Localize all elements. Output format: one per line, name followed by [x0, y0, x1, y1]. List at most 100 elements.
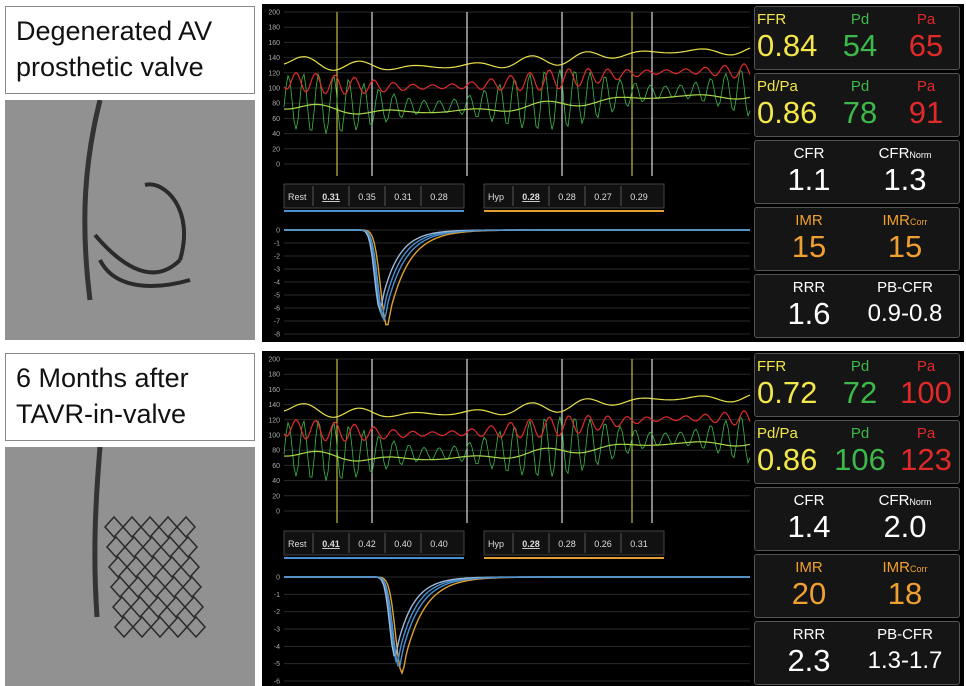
metric-name: Pd	[851, 425, 869, 442]
metric-box: FFR0.84Pd54Pa65	[754, 6, 960, 70]
y-tick-label: 120	[268, 70, 280, 77]
y-tick-label: 40	[272, 478, 280, 485]
metric-value: 2.3	[759, 643, 859, 679]
monitor-bg	[262, 351, 752, 686]
table-value: 0.28	[558, 539, 576, 549]
metric-name: Pa	[917, 425, 935, 442]
y-tick-label: -3	[274, 267, 280, 274]
metric-value: 1.1	[759, 162, 859, 198]
y-tick-label: 60	[272, 116, 280, 123]
metric: Pd78	[827, 78, 893, 131]
metric-value: 65	[893, 28, 959, 64]
y-tick-label: 180	[268, 372, 280, 379]
metric-sub: Norm	[909, 150, 931, 160]
metric-value: 15	[759, 229, 859, 265]
table-label: Hyp	[488, 192, 504, 202]
metric-value: 18	[855, 576, 955, 612]
metric-box: CFR1.1CFRNorm1.3	[754, 140, 960, 204]
metric-value: 0.86	[757, 95, 823, 131]
label-line: TAVR-in-valve	[16, 396, 244, 432]
y-tick-label: -4	[274, 644, 280, 651]
metric-name: Pa	[917, 358, 935, 375]
y-tick-label: -6	[274, 679, 280, 686]
y-tick-label: 40	[272, 131, 280, 138]
metric-name: Pd/Pa	[757, 78, 798, 95]
label-line: prosthetic valve	[16, 49, 244, 85]
metric-sub: Corr	[910, 217, 928, 227]
metric-label: CFR	[759, 145, 859, 162]
metric-sub: Corr	[910, 564, 928, 574]
panel-label: 6 Months afterTAVR-in-valve	[5, 353, 255, 441]
metric-name: Pd	[851, 358, 869, 375]
y-tick-label: -4	[274, 280, 280, 287]
y-tick-label: 160	[268, 40, 280, 47]
y-tick-label: -1	[274, 241, 280, 248]
metric-name: Pd	[851, 78, 869, 95]
metric-name: IMR	[883, 212, 911, 229]
metric-name: CFR	[794, 145, 825, 162]
metric-name: Pd	[851, 11, 869, 28]
metric-name: IMR	[795, 212, 823, 229]
metric-name: RRR	[793, 626, 826, 643]
y-tick-label: -6	[274, 306, 280, 313]
y-tick-label: -7	[274, 319, 280, 326]
metric: IMR20	[759, 559, 859, 612]
table-value: 0.29	[630, 192, 648, 202]
table-value: 0.28	[558, 192, 576, 202]
y-tick-label: 80	[272, 448, 280, 455]
y-tick-label: 140	[268, 402, 280, 409]
metric-label: Pd/Pa	[757, 425, 823, 442]
metric-label: Pd	[827, 11, 893, 28]
y-tick-label: -5	[274, 661, 280, 668]
metric-label: RRR	[759, 279, 859, 296]
metric-value: 54	[827, 28, 893, 64]
image-shade	[5, 447, 255, 686]
metric-label: FFR	[757, 358, 823, 375]
metric: Pa100	[893, 358, 959, 411]
y-tick-label: 20	[272, 146, 280, 153]
metric-box: FFR0.72Pd72Pa100	[754, 353, 960, 417]
metric-value: 1.4	[759, 509, 859, 545]
table-value: 0.28	[522, 539, 540, 549]
metric: PB-CFR0.9-0.8	[855, 279, 955, 332]
table-label: Rest	[288, 192, 307, 202]
table-label: Hyp	[488, 539, 504, 549]
metric-label: FFR	[757, 11, 823, 28]
metric-value: 2.0	[855, 509, 955, 545]
y-tick-label: -5	[274, 293, 280, 300]
metric-value: 0.84	[757, 28, 823, 64]
y-tick-label: 0	[276, 228, 280, 235]
y-tick-label: 100	[268, 433, 280, 440]
metric-sub: Norm	[909, 497, 931, 507]
metric: FFR0.84	[757, 11, 823, 64]
metric-value: 106	[827, 442, 893, 478]
image-shade	[5, 100, 255, 340]
metric-label: PB-CFR	[855, 626, 955, 643]
metric-label: IMRCorr	[855, 559, 955, 576]
angiogram	[5, 447, 255, 686]
metric-label: CFRNorm	[855, 145, 955, 162]
metric: Pd54	[827, 11, 893, 64]
y-tick-label: 20	[272, 493, 280, 500]
metric-value: 0.9-0.8	[855, 296, 955, 332]
metric-label: Pd	[827, 358, 893, 375]
y-tick-label: -3	[274, 627, 280, 634]
metric-label: Pd	[827, 78, 893, 95]
metric-value: 0.72	[757, 375, 823, 411]
metric-name: Pa	[917, 11, 935, 28]
metric-value: 1.6	[759, 296, 859, 332]
table-value: 0.28	[430, 192, 448, 202]
